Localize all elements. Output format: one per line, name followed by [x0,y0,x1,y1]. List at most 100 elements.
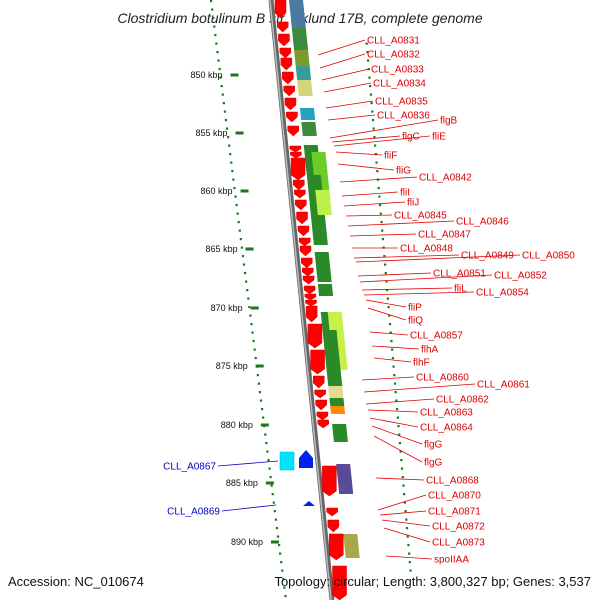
outer-dot [236,212,239,215]
forward-gene-arrow[interactable] [279,47,292,59]
cog-block [291,28,309,50]
forward-gene-arrow[interactable] [303,285,316,295]
forward-gene-arrow[interactable] [312,375,325,389]
inner-dot [408,561,411,564]
kbp-tick-label: 875 kbp [216,361,248,371]
forward-gene-arrow[interactable] [310,349,325,375]
leader-line [363,383,476,393]
inner-dot [365,42,368,45]
kbp-tick-label: 890 kbp [231,537,263,547]
forward-gene-arrow[interactable] [332,565,347,600]
forward-gene-arrow[interactable] [305,299,317,307]
forward-gene-arrow[interactable] [294,189,306,199]
forward-gene-arrow[interactable] [322,465,337,497]
leader-line [367,307,407,321]
outer-dot [274,518,278,521]
outer-dot [245,280,248,283]
inner-dot [407,544,410,547]
forward-gene-arrow[interactable] [284,97,297,111]
reverse-gene-arrow[interactable] [299,450,313,468]
leader-line [373,357,412,363]
forward-gene-arrow[interactable] [274,0,287,19]
inner-dot [366,51,369,54]
label-flie: fliE [432,132,446,143]
label-cll-a0857: CLL_A0857 [410,331,463,342]
forward-gene-arrow[interactable] [314,389,326,399]
label-flgb: flgB [440,116,458,127]
forward-gene-arrow[interactable] [298,237,311,247]
forward-gene-arrow[interactable] [302,275,315,285]
inner-dot [391,348,394,351]
outer-dot [240,246,244,249]
outer-dot [280,561,283,564]
outer-dot [231,170,234,173]
inner-dot [384,272,387,275]
forward-gene-arrow[interactable] [300,257,313,269]
outer-dot [253,348,256,351]
inner-dot [396,416,399,419]
forward-gene-arrow[interactable] [290,157,306,181]
forward-gene-arrow[interactable] [307,323,323,349]
forward-gene-arrow[interactable] [301,267,314,277]
label-cll-a0847: CLL_A0847 [418,230,471,241]
leader-line [375,477,425,481]
forward-gene-arrow[interactable] [290,151,302,159]
inner-dot [372,127,375,130]
leader-line [369,417,419,428]
leader-line [361,376,415,381]
leader-line [381,519,431,527]
forward-gene-arrow[interactable] [280,57,293,71]
outer-dot [214,34,217,37]
forward-gene-arrow[interactable] [283,85,295,97]
forward-gene-arrow[interactable] [286,111,298,123]
forward-gene-arrow[interactable] [293,179,305,191]
leader-line [379,510,427,516]
outer-dot [275,527,279,530]
outer-dot [224,119,228,122]
leader-line [369,331,409,336]
reverse-gene-arrow[interactable] [303,501,315,506]
forward-gene-arrow[interactable] [304,293,317,301]
inner-dot [394,391,397,394]
forward-gene-arrow[interactable] [297,225,310,237]
leader-line [327,114,376,121]
inner-dot [395,399,398,402]
forward-gene-arrow[interactable] [278,33,290,47]
outer-dot [227,136,230,139]
forward-gene-arrow[interactable] [317,419,329,429]
inner-dot [409,569,412,572]
label-cll-a0835: CLL_A0835 [375,97,428,108]
outer-dot [232,178,235,181]
forward-gene-arrow[interactable] [316,411,329,421]
leader-line [317,39,366,56]
forward-gene-arrow[interactable] [327,519,340,533]
forward-gene-arrow[interactable] [299,245,312,257]
outer-dot [230,161,233,164]
outer-dot [281,569,284,572]
forward-gene-arrow[interactable] [289,145,302,153]
forward-gene-arrow[interactable] [276,21,289,33]
inner-dot [391,357,394,360]
forward-gene-arrow[interactable] [329,533,344,561]
inner-dot [403,501,406,504]
inner-dot [388,314,391,317]
label-flif: fliF [384,151,397,162]
reverse-gene-arrow[interactable] [279,451,295,471]
forward-gene-arrow[interactable] [282,71,294,85]
label-flhf: flhF [413,358,430,369]
outer-dot [283,586,286,589]
inner-dot [393,374,396,377]
forward-gene-arrow[interactable] [287,125,300,137]
inner-dot [403,493,406,496]
inner-dot [383,255,386,258]
outer-dot [251,331,254,334]
forward-gene-arrow[interactable] [315,399,327,411]
forward-gene-arrow[interactable] [305,305,318,323]
forward-gene-arrow[interactable] [326,507,338,517]
inner-dot [400,459,403,462]
kbp-tick-label: 865 kbp [206,244,238,254]
forward-gene-arrow[interactable] [296,211,308,225]
leader-line [373,435,423,463]
outer-dot [237,221,240,224]
forward-gene-arrow[interactable] [295,199,307,211]
